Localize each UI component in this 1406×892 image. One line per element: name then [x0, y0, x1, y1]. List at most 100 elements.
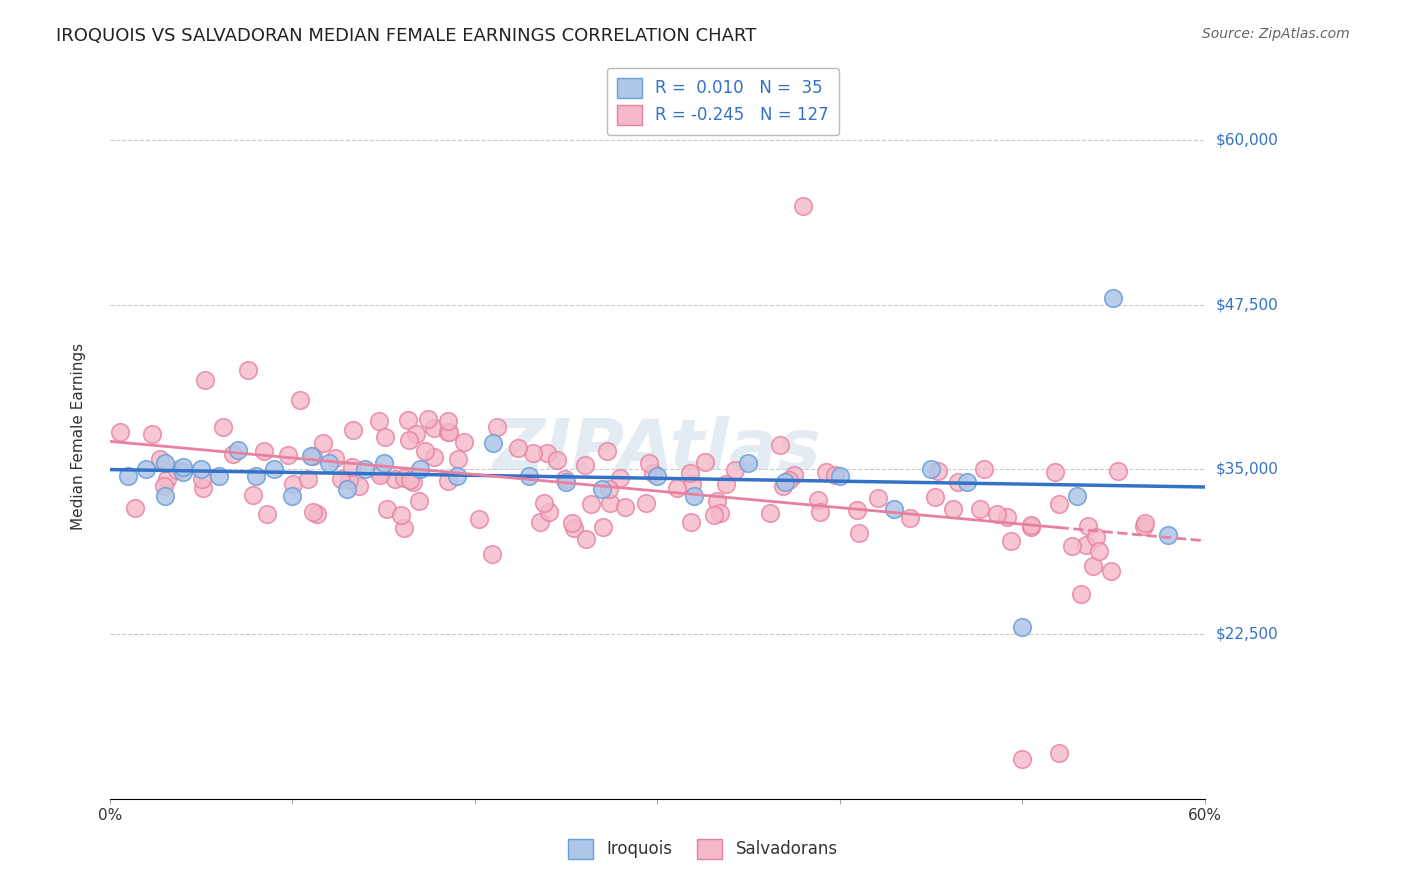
Point — [682, 489, 704, 503]
Point — [596, 443, 619, 458]
Point — [368, 413, 391, 427]
Point — [447, 451, 470, 466]
Point — [522, 446, 544, 460]
Point — [482, 436, 505, 450]
Point — [340, 459, 363, 474]
Point — [409, 462, 432, 476]
Point — [636, 496, 658, 510]
Text: Source: ZipAtlas.com: Source: ZipAtlas.com — [1202, 27, 1350, 41]
Point — [1043, 465, 1066, 479]
Point — [792, 199, 814, 213]
Point — [172, 465, 194, 479]
Point — [330, 472, 353, 486]
Point — [591, 482, 613, 496]
Point — [973, 461, 995, 475]
Point — [422, 421, 444, 435]
Point — [190, 462, 212, 476]
Point — [172, 459, 194, 474]
Point — [1133, 516, 1156, 530]
Point — [384, 472, 406, 486]
Point — [1047, 746, 1070, 760]
Point — [399, 474, 422, 488]
Point — [156, 472, 179, 486]
Point — [481, 547, 503, 561]
Point — [437, 474, 460, 488]
Point — [533, 496, 555, 510]
Point — [245, 468, 267, 483]
Point — [374, 430, 396, 444]
Point — [190, 472, 212, 486]
Point — [281, 489, 304, 503]
Point — [898, 511, 921, 525]
Point — [575, 532, 598, 546]
Point — [389, 508, 412, 523]
Point — [108, 425, 131, 439]
Point — [783, 467, 806, 482]
Point — [769, 438, 792, 452]
Point — [866, 491, 889, 505]
Point — [373, 456, 395, 470]
Point — [778, 473, 800, 487]
Point — [645, 468, 668, 483]
Point — [706, 494, 728, 508]
Point — [824, 468, 846, 483]
Text: IROQUOIS VS SALVADORAN MEDIAN FEMALE EARNINGS CORRELATION CHART: IROQUOIS VS SALVADORAN MEDIAN FEMALE EAR… — [56, 27, 756, 45]
Text: $47,500: $47,500 — [1216, 297, 1278, 312]
Point — [709, 506, 731, 520]
Point — [256, 507, 278, 521]
Point — [242, 488, 264, 502]
Point — [814, 465, 837, 479]
Point — [808, 505, 831, 519]
Point — [554, 472, 576, 486]
Point — [986, 507, 1008, 521]
Point — [124, 501, 146, 516]
Point — [1011, 752, 1033, 766]
Point — [678, 466, 700, 480]
Point — [446, 468, 468, 483]
Point — [681, 516, 703, 530]
Point — [117, 468, 139, 483]
Point — [529, 515, 551, 529]
Point — [1060, 540, 1083, 554]
Point — [941, 502, 963, 516]
Point — [436, 414, 458, 428]
Point — [927, 464, 949, 478]
Point — [336, 482, 359, 496]
Point — [681, 476, 703, 491]
Point — [305, 507, 328, 521]
Point — [598, 482, 620, 496]
Point — [153, 479, 176, 493]
Point — [537, 506, 560, 520]
Point — [1076, 539, 1098, 553]
Point — [416, 411, 439, 425]
Point — [263, 462, 285, 476]
Point — [848, 526, 870, 541]
Point — [1066, 489, 1088, 503]
Point — [149, 452, 172, 467]
Point — [1102, 291, 1125, 305]
Legend: R =  0.010   N =  35, R = -0.245   N = 127: R = 0.010 N = 35, R = -0.245 N = 127 — [607, 68, 839, 135]
Point — [581, 498, 603, 512]
Point — [920, 462, 942, 476]
Point — [437, 425, 460, 439]
Point — [413, 444, 436, 458]
Point — [318, 456, 340, 470]
Point — [453, 435, 475, 450]
Point — [408, 493, 430, 508]
Point — [297, 472, 319, 486]
Point — [599, 496, 621, 510]
Point — [997, 510, 1019, 524]
Point — [423, 450, 446, 464]
Point — [609, 470, 631, 484]
Point — [277, 448, 299, 462]
Point — [302, 505, 325, 519]
Point — [845, 503, 868, 517]
Point — [1088, 543, 1111, 558]
Point — [772, 478, 794, 492]
Y-axis label: Median Female Earnings: Median Female Earnings — [72, 343, 86, 530]
Point — [302, 449, 325, 463]
Point — [969, 502, 991, 516]
Point — [191, 481, 214, 495]
Point — [135, 462, 157, 476]
Point — [956, 475, 979, 490]
